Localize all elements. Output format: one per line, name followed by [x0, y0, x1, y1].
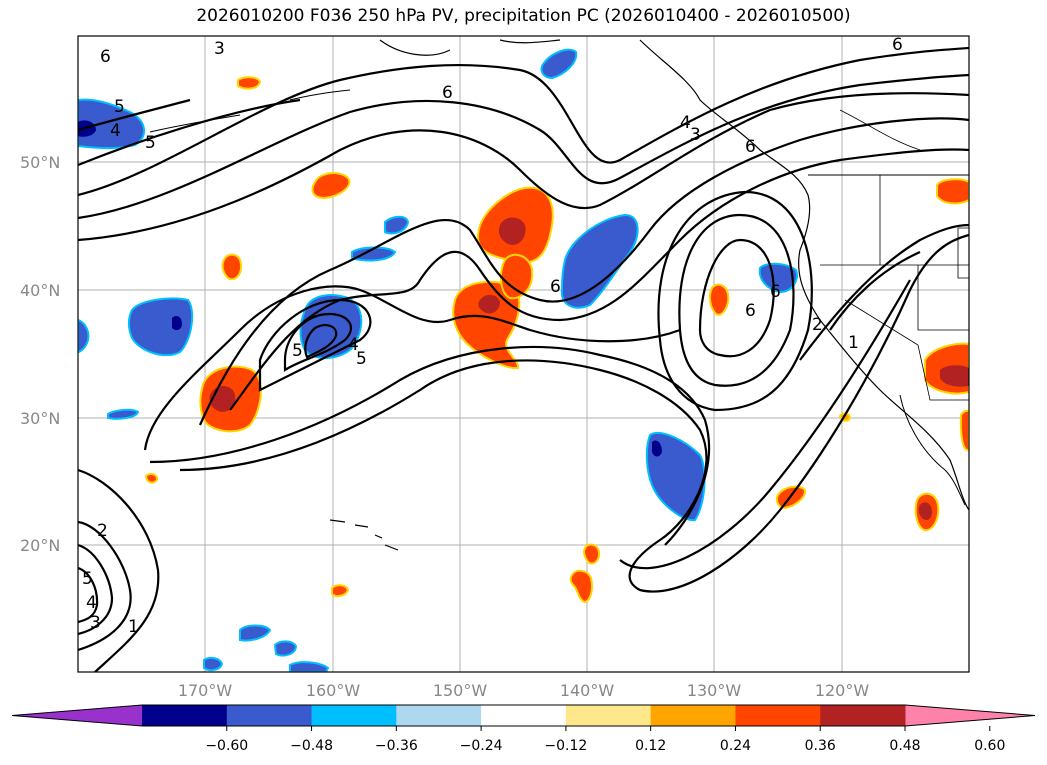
coastlines — [149, 39, 969, 551]
colorbar-tick-label: 0.24 — [720, 738, 751, 754]
colorbar-extend-min — [12, 705, 142, 726]
plot-area — [78, 36, 969, 672]
contour-label: 6 — [100, 47, 111, 67]
colorbar-segment — [735, 705, 821, 726]
contour-label: 3 — [214, 39, 225, 59]
contour-label: 5 — [356, 349, 367, 369]
colorbar-segment — [565, 705, 652, 726]
plot-frame — [77, 35, 970, 673]
colorbar-tick-label: −0.24 — [460, 738, 503, 754]
colorbar-tick-label: 0.36 — [805, 738, 836, 754]
colorbar-tick-label: −0.48 — [290, 738, 333, 754]
contour-label: 1 — [128, 617, 139, 637]
colorbar-segment — [311, 705, 397, 726]
lat-label: 50°N — [20, 153, 60, 172]
precip-negative — [78, 48, 798, 672]
colorbar-tick-label: −0.12 — [544, 738, 587, 754]
colorbar-segment — [481, 705, 567, 726]
contour-label: 4 — [680, 113, 691, 133]
lon-label: 130°W — [687, 681, 742, 700]
lat-label: 40°N — [20, 281, 60, 300]
contour-label: 1 — [848, 333, 859, 353]
colorbar: −0.60 −0.48 −0.36 −0.24 −0.12 0.12 0.24 0.36 0.4… — [11, 704, 1036, 754]
longitude-labels: 170°W 160°W 150°W 140°W 130°W 120°W — [178, 681, 870, 700]
lon-label: 140°W — [560, 681, 615, 700]
contour-label: 3 — [690, 125, 701, 145]
colorbar-tick-label: 0.60 — [974, 738, 1005, 754]
contour-label: 2 — [97, 521, 108, 541]
lat-label: 20°N — [20, 536, 60, 555]
contour-labels: 6 3 5 4 5 6 5 4 5 6 4 3 6 6 6 1 2 6 2 5 … — [82, 35, 903, 637]
contour-label: 6 — [550, 277, 561, 297]
colorbar-tick-label: 0.12 — [635, 738, 666, 754]
colorbar-tick-label: −0.36 — [375, 738, 418, 754]
lon-label: 120°W — [815, 681, 870, 700]
contour-label: 5 — [292, 341, 303, 361]
colorbar-tick-label: −0.60 — [205, 738, 248, 754]
pv-contours — [78, 46, 969, 672]
contour-label: 6 — [745, 301, 756, 321]
colorbar-segment — [142, 705, 228, 726]
colorbar-segment — [226, 705, 313, 726]
colorbar-outline — [11, 704, 1036, 727]
contour-label: 6 — [442, 83, 453, 103]
contour-label: 3 — [90, 613, 101, 633]
contour-label: 5 — [114, 97, 125, 117]
contour-label: 5 — [82, 569, 93, 589]
colorbar-extend-max — [905, 705, 1035, 726]
colorbar-segment — [650, 705, 736, 726]
lat-label: 30°N — [20, 409, 60, 428]
lon-label: 150°W — [433, 681, 488, 700]
lon-label: 170°W — [178, 681, 233, 700]
contour-label: 6 — [770, 282, 781, 302]
latitude-labels: 50°N 40°N 30°N 20°N — [20, 153, 60, 555]
contour-label: 6 — [745, 137, 756, 157]
colorbar-segment — [820, 705, 906, 726]
contour-label: 4 — [110, 121, 121, 141]
lon-label: 160°W — [306, 681, 361, 700]
precip-positive — [144, 76, 969, 604]
contour-label: 4 — [348, 335, 359, 355]
colorbar-tick-label: 0.48 — [889, 738, 920, 754]
contour-label: 2 — [812, 315, 823, 335]
contour-label: 4 — [86, 593, 97, 613]
colorbar-segment — [396, 705, 482, 726]
contour-label: 6 — [892, 35, 903, 55]
map-title: 2026010200 F036 250 hPa PV, precipitatio… — [196, 6, 851, 26]
contour-label: 5 — [145, 133, 156, 153]
